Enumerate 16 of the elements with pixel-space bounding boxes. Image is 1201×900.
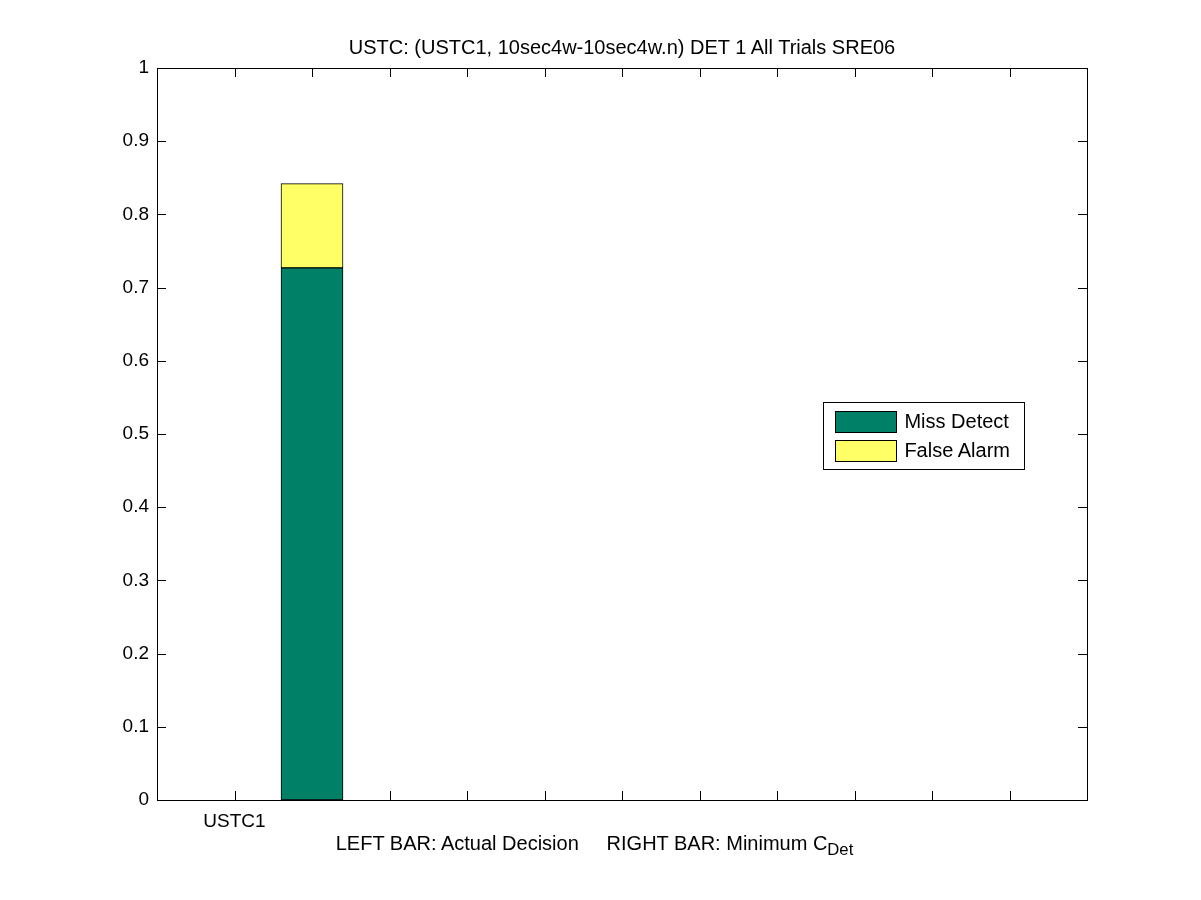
y-tick-label: 0.5 [122, 422, 149, 444]
y-tick-label: 0 [138, 788, 149, 810]
y-tick-label: 0.4 [122, 495, 150, 517]
y-tick-label: 1 [138, 56, 149, 78]
y-tick-label: 0.9 [122, 129, 149, 151]
y-tick-label: 0.7 [122, 275, 149, 297]
chart-title: USTC: (USTC1, 10sec4w-10sec4w.n) DET 1 All Trials SRE06 [347, 36, 897, 59]
y-tick-label: 0.8 [122, 202, 149, 224]
y-tick-label: 0.3 [122, 568, 149, 590]
y-tick-label: 0.6 [122, 349, 149, 371]
legend-label: Miss Detect [904, 410, 1009, 433]
x-axis-title: LEFT BAR: Actual Decision RIGHT BAR: Minimum C$_{Det}$ [334, 832, 855, 860]
y-tick-label: 0.2 [122, 641, 149, 663]
legend-label: False Alarm [904, 439, 1010, 462]
x-tick-label: USTC1 [203, 809, 266, 831]
y-tick-label: 0.1 [122, 715, 149, 737]
